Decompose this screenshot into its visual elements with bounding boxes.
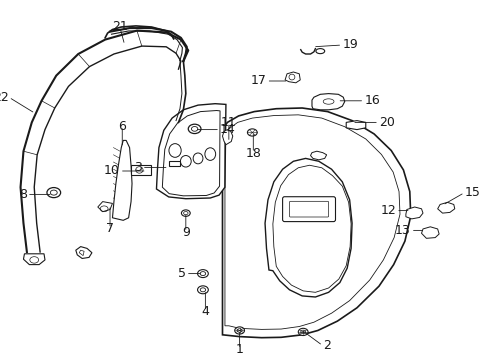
Text: 7: 7 <box>106 222 114 235</box>
Polygon shape <box>222 108 410 338</box>
Polygon shape <box>168 161 180 166</box>
Ellipse shape <box>247 129 257 136</box>
Polygon shape <box>156 104 225 199</box>
Ellipse shape <box>315 49 324 54</box>
Ellipse shape <box>188 124 201 134</box>
Text: 11: 11 <box>221 116 236 129</box>
Polygon shape <box>437 202 454 213</box>
Text: 21: 21 <box>112 21 127 33</box>
Polygon shape <box>421 227 438 238</box>
Text: 17: 17 <box>250 75 266 87</box>
Text: 15: 15 <box>464 186 479 199</box>
Ellipse shape <box>234 327 244 334</box>
Polygon shape <box>311 94 344 110</box>
Text: 22: 22 <box>0 91 9 104</box>
FancyBboxPatch shape <box>282 197 335 222</box>
Text: 20: 20 <box>378 116 394 129</box>
Polygon shape <box>346 121 365 130</box>
Text: 6: 6 <box>118 120 126 132</box>
Polygon shape <box>23 254 45 265</box>
Text: 2: 2 <box>322 339 330 352</box>
Text: 12: 12 <box>380 204 395 217</box>
Text: 10: 10 <box>104 165 120 177</box>
Ellipse shape <box>181 210 190 216</box>
Polygon shape <box>285 72 300 83</box>
Ellipse shape <box>197 270 208 278</box>
Polygon shape <box>264 158 351 297</box>
Text: 19: 19 <box>342 39 357 51</box>
Polygon shape <box>98 202 112 212</box>
Text: 1: 1 <box>235 343 243 356</box>
Ellipse shape <box>47 188 61 198</box>
Polygon shape <box>112 140 132 220</box>
Text: 8: 8 <box>19 188 27 201</box>
Text: 5: 5 <box>178 267 185 280</box>
Text: 13: 13 <box>394 224 410 237</box>
Text: 16: 16 <box>364 94 379 107</box>
Polygon shape <box>405 207 422 219</box>
Ellipse shape <box>298 328 307 336</box>
Text: 3: 3 <box>134 161 142 174</box>
Ellipse shape <box>197 286 208 294</box>
Polygon shape <box>222 130 232 145</box>
Text: 4: 4 <box>201 305 209 318</box>
Text: 18: 18 <box>245 147 261 159</box>
Text: 14: 14 <box>220 123 235 136</box>
Polygon shape <box>76 247 92 258</box>
Text: 9: 9 <box>182 226 189 239</box>
FancyBboxPatch shape <box>131 165 150 175</box>
